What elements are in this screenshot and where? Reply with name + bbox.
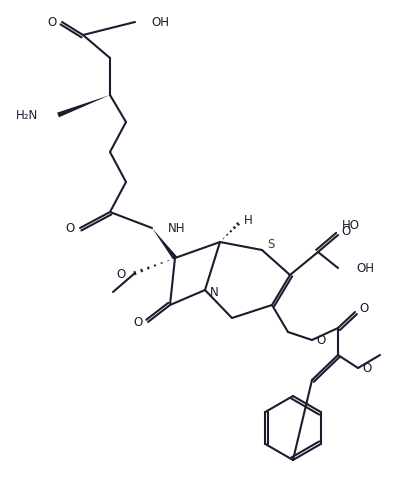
Text: S: S	[267, 238, 275, 250]
Text: O: O	[359, 301, 369, 315]
Text: OH: OH	[151, 16, 169, 28]
Text: O: O	[362, 362, 372, 376]
Text: H₂N: H₂N	[16, 109, 38, 121]
Text: O: O	[317, 334, 326, 348]
Polygon shape	[57, 95, 110, 117]
Text: H: H	[244, 214, 252, 226]
Text: OH: OH	[356, 262, 374, 274]
Text: O: O	[65, 221, 75, 235]
Text: O: O	[133, 316, 143, 328]
Polygon shape	[152, 228, 177, 260]
Text: O: O	[117, 268, 126, 280]
Text: O: O	[342, 224, 351, 238]
Text: O: O	[48, 16, 57, 28]
Text: NH: NH	[168, 221, 186, 235]
Text: N: N	[210, 285, 219, 299]
Text: HO: HO	[342, 218, 360, 231]
